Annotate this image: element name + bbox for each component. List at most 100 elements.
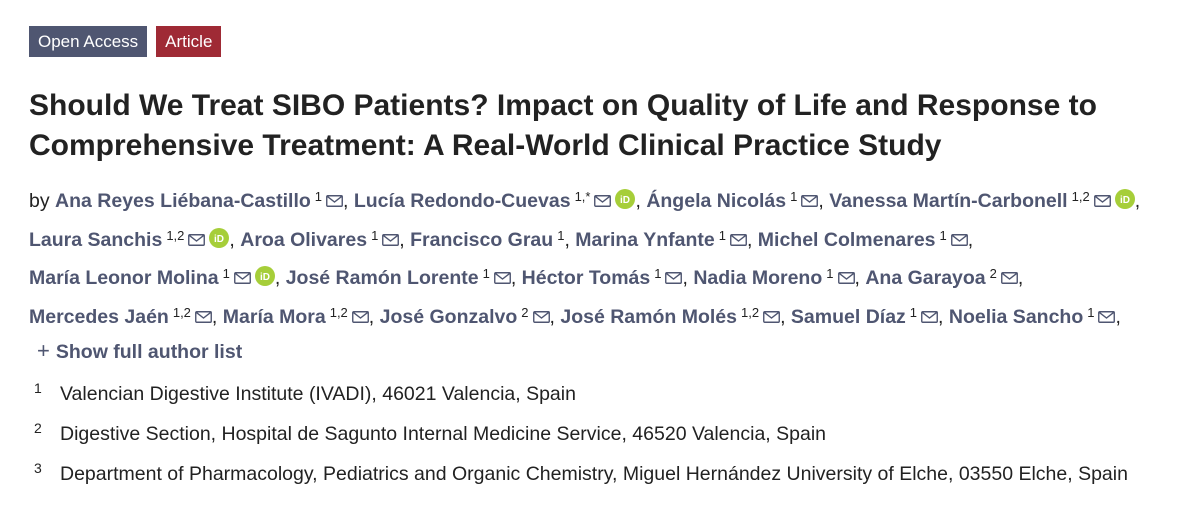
affiliation-superscript: 1,2 (172, 304, 191, 320)
affiliation-item: 3 Department of Pharmacology, Pediatrics … (34, 460, 1184, 490)
show-full-author-list-label: Show full author list (55, 341, 243, 364)
envelope-icon[interactable] (326, 195, 343, 207)
affiliation-superscript: 1,2 (1071, 189, 1090, 204)
affiliation-superscript: 1 (1087, 304, 1095, 320)
affiliation-superscript: 1 (718, 227, 726, 243)
affiliation-text: Digestive Section, Hospital de Sagunto I… (60, 423, 827, 445)
author-name-link[interactable]: Nadia Moreno (693, 267, 823, 290)
author-entry: Francisco Grau 1, (410, 227, 570, 251)
author-separator: , (211, 305, 218, 328)
orcid-icon[interactable]: iD (209, 227, 230, 248)
envelope-icon[interactable] (194, 310, 212, 323)
author-name-link[interactable]: Vanessa Martín-Carbonell (829, 190, 1068, 212)
affiliation-text: Valencian Digestive Institute (IVADI), 4… (60, 383, 576, 405)
author-name-link[interactable]: Ana Garayoa (865, 267, 986, 290)
author-entry: María Leonor Molina 1 iD, (29, 266, 280, 290)
envelope-icon[interactable] (921, 310, 938, 323)
author-separator: , (682, 267, 688, 290)
author-entry: Lucía Redondo-Cuevas 1,* iD, (353, 189, 641, 212)
affiliation-superscript: 1,2 (329, 304, 348, 320)
envelope-icon[interactable] (233, 272, 251, 285)
affiliation-list: 1 Valencian Digestive Institute (IVADI), … (34, 380, 1184, 502)
author-name-link[interactable]: Ángela Nicolás (646, 190, 787, 212)
author-separator: , (635, 190, 641, 212)
author-entry: Marina Ynfante 1, (575, 227, 753, 251)
envelope-icon[interactable] (532, 310, 550, 323)
envelope-icon[interactable] (665, 272, 683, 285)
plus-icon: + (37, 338, 50, 364)
envelope-icon[interactable] (382, 233, 400, 246)
show-full-author-list-button[interactable]: + Show full author list (37, 338, 243, 364)
envelope-icon[interactable] (950, 233, 968, 246)
svg-text:iD: iD (214, 234, 224, 245)
author-separator: , (343, 190, 349, 212)
author-separator: , (967, 228, 974, 251)
author-separator: , (510, 267, 517, 290)
author-entry: Mercedes Jaén 1,2, (29, 304, 218, 328)
author-separator: , (399, 228, 405, 251)
author-entry: Nadia Moreno 1, (693, 266, 860, 290)
author-separator: , (854, 267, 860, 290)
author-separator: , (368, 305, 375, 328)
article-type-badge[interactable]: Article (156, 26, 222, 57)
affiliation-superscript: 2 (521, 304, 529, 320)
affiliation-number: 1 (34, 380, 42, 396)
author-separator: , (1134, 190, 1141, 212)
author-name-link[interactable]: Samuel Díaz (790, 305, 906, 328)
author-name-link[interactable]: José Ramón Lorente (285, 267, 479, 290)
article-badges: Open Access Article (29, 26, 222, 57)
envelope-icon[interactable] (837, 272, 855, 285)
author-name-link[interactable]: María Leonor Molina (29, 267, 219, 290)
author-name-link[interactable]: Lucía Redondo-Cuevas (353, 190, 571, 212)
envelope-icon[interactable] (1098, 310, 1116, 323)
svg-text:iD: iD (260, 272, 270, 283)
affiliation-superscript: 1 (939, 227, 947, 243)
svg-text:iD: iD (1120, 195, 1130, 206)
envelope-icon[interactable] (493, 272, 511, 285)
author-entry: María Mora 1,2, (222, 304, 375, 328)
author-entry: Ángela Nicolás 1, (646, 189, 823, 212)
author-name-link[interactable]: Marina Ynfante (575, 228, 715, 251)
author-name-link[interactable]: José Ramón Molés (560, 305, 737, 328)
orcid-icon[interactable]: iD (254, 266, 275, 287)
envelope-icon[interactable] (1000, 272, 1018, 285)
author-name-link[interactable]: Aroa Olivares (240, 228, 368, 251)
author-entry: Aroa Olivares 1, (240, 227, 405, 251)
orcid-icon[interactable]: iD (1114, 189, 1135, 209)
author-name-link[interactable]: Francisco Grau (410, 228, 554, 251)
author-name-link[interactable]: Noelia Sancho (948, 305, 1084, 328)
author-name-link[interactable]: José Gonzalvo (379, 305, 518, 328)
envelope-icon[interactable] (801, 195, 819, 207)
author-name-link[interactable]: Laura Sanchis (29, 228, 163, 251)
svg-text:iD: iD (620, 195, 630, 206)
affiliation-superscript: 1 (371, 227, 379, 243)
author-name-link[interactable]: Ana Reyes Liébana-Castillo (55, 190, 311, 212)
envelope-icon[interactable] (1093, 195, 1111, 207)
envelope-icon[interactable] (594, 195, 612, 207)
author-separator: , (549, 305, 555, 328)
author-entry: Ana Garayoa 2, (865, 266, 1024, 290)
envelope-icon[interactable] (730, 233, 747, 246)
author-name-link[interactable]: Héctor Tomás (521, 267, 651, 290)
orcid-icon[interactable]: iD (615, 189, 636, 209)
author-entry: José Ramón Molés 1,2, (560, 305, 785, 328)
author-separator: , (564, 228, 570, 251)
author-separator: , (746, 228, 753, 251)
affiliation-superscript: 1 (909, 304, 918, 320)
author-entry: Ana Reyes Liébana-Castillo 1, (55, 189, 349, 212)
author-separator: , (1017, 267, 1024, 290)
envelope-icon[interactable] (351, 310, 369, 323)
affiliation-number: 2 (34, 420, 42, 436)
author-name-link[interactable]: Michel Colmenares (757, 228, 936, 251)
author-name-link[interactable]: María Mora (222, 305, 326, 328)
affiliation-superscript: 1 (826, 266, 834, 282)
envelope-icon[interactable] (188, 233, 206, 246)
author-separator: , (938, 305, 944, 328)
affiliation-superscript: 1 (482, 266, 490, 282)
affiliation-superscript: 1,* (574, 189, 591, 204)
affiliation-superscript: 1 (654, 266, 662, 282)
envelope-icon[interactable] (763, 310, 781, 323)
author-name-link[interactable]: Mercedes Jaén (29, 305, 169, 328)
open-access-badge[interactable]: Open Access (29, 26, 148, 57)
affiliation-superscript: 1 (557, 227, 565, 243)
